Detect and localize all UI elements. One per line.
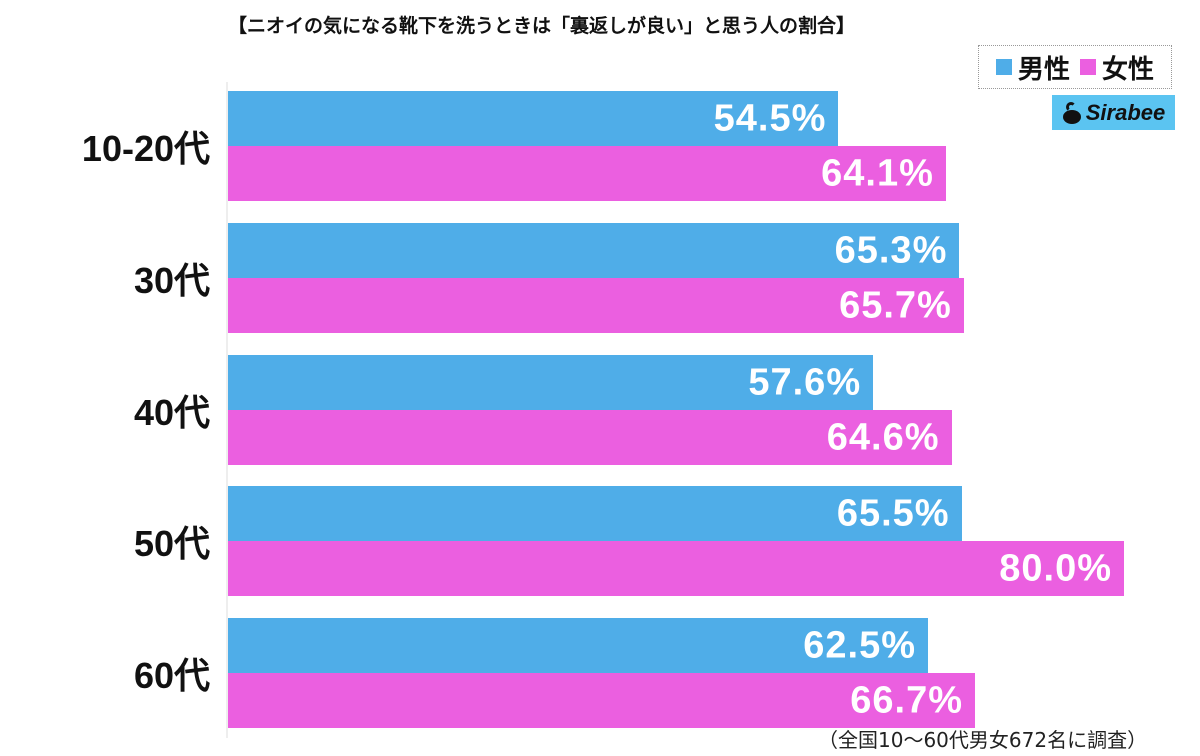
bar-female: 80.0%: [228, 541, 1124, 596]
category-label: 50代: [133, 523, 210, 564]
bar-value-label: 80.0%: [999, 547, 1112, 589]
bar-value-label: 54.5%: [713, 97, 827, 139]
logo-text: Sirabee: [1085, 99, 1166, 125]
bar-value-label: 57.6%: [748, 361, 862, 403]
bar-male: 57.6%: [228, 355, 874, 410]
bar-value-label: 65.3%: [834, 229, 948, 271]
sirabee-logo: Sirabee: [1052, 95, 1175, 130]
bar-female: 65.7%: [228, 278, 964, 333]
bar-value-label: 64.1%: [821, 152, 934, 194]
category-label: 60代: [133, 655, 210, 696]
legend-swatch-male: [995, 59, 1012, 75]
legend-swatch-female: [1080, 59, 1096, 75]
bar-female: 66.7%: [228, 673, 976, 728]
bar-value-label: 62.5%: [803, 624, 916, 666]
bar-female: 64.6%: [228, 410, 952, 465]
bar-male: 54.5%: [228, 91, 839, 146]
legend-item-male: 男性: [995, 49, 1070, 86]
bar-value-label: 64.6%: [826, 416, 940, 458]
category-label: 40代: [133, 392, 210, 433]
legend-label-female: 女性: [1102, 54, 1155, 85]
bar-value-label: 65.7%: [839, 284, 952, 326]
bar-male: 65.3%: [228, 223, 960, 278]
bar-value-label: 66.7%: [850, 679, 964, 721]
legend-label-male: 男性: [1017, 54, 1070, 85]
category-label: 30代: [133, 260, 210, 301]
bar-male: 62.5%: [228, 618, 928, 673]
sirabee-mark-icon: [1062, 101, 1082, 124]
y-axis-line: [226, 82, 228, 738]
category-label: 10-20代: [81, 128, 210, 169]
bar-female: 64.1%: [228, 146, 946, 201]
bar-value-label: 65.5%: [836, 492, 950, 534]
bar-male: 65.5%: [228, 486, 962, 541]
legend: 男性 女性: [978, 45, 1172, 89]
survey-note: （全国10〜60代男女672名に調査）: [818, 728, 1148, 752]
legend-item-female: 女性: [1080, 49, 1154, 86]
chart-title: 【ニオイの気になる靴下を洗うときは「裏返しが良い」と思う人の割合】: [228, 15, 856, 37]
